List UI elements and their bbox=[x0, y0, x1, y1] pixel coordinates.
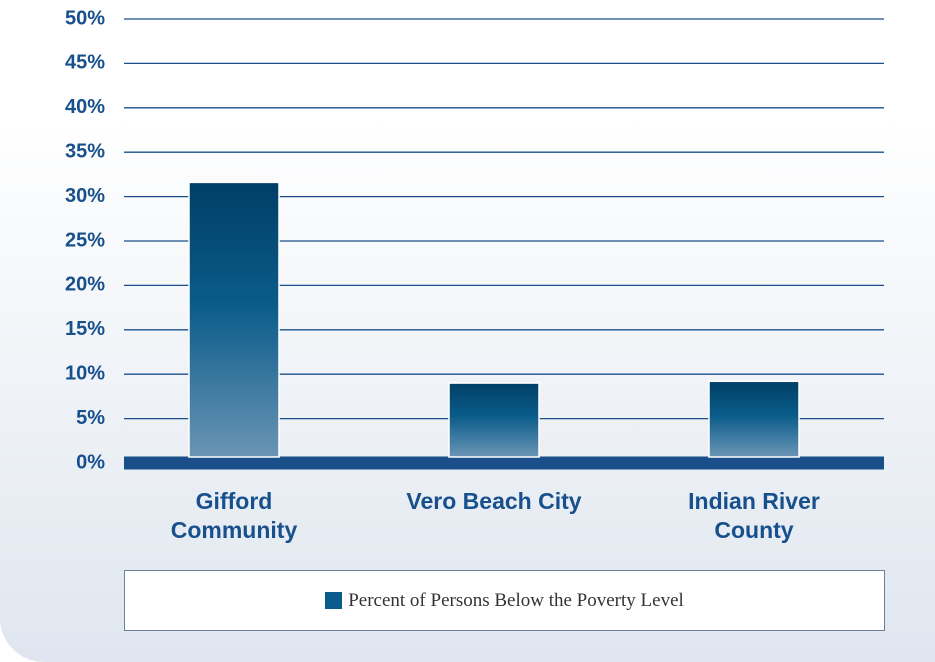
y-tick-label: 30% bbox=[65, 185, 105, 207]
x-tick-label: Vero Beach City bbox=[406, 488, 582, 514]
legend-swatch bbox=[325, 592, 343, 609]
x-tick-label: Gifford Community bbox=[170, 488, 298, 543]
bar bbox=[188, 181, 280, 458]
y-tick-label: 35% bbox=[65, 140, 105, 162]
bar bbox=[708, 380, 800, 458]
bar bbox=[448, 382, 540, 458]
legend: Percent of Persons Below the Poverty Lev… bbox=[124, 570, 885, 631]
y-tick-label: 0% bbox=[76, 451, 105, 473]
x-tick-label: Indian River County bbox=[688, 488, 820, 543]
y-tick-label: 40% bbox=[65, 96, 105, 118]
y-tick-label: 50% bbox=[65, 7, 105, 29]
y-tick-label: 10% bbox=[65, 362, 105, 384]
y-tick-label: 15% bbox=[65, 318, 105, 340]
y-tick-label: 20% bbox=[65, 274, 105, 296]
y-tick-label: 25% bbox=[65, 229, 105, 251]
y-tick-label: 5% bbox=[76, 407, 105, 429]
y-tick-label: 45% bbox=[65, 52, 105, 74]
legend-label: Percent of Persons Below the Poverty Lev… bbox=[348, 589, 684, 611]
